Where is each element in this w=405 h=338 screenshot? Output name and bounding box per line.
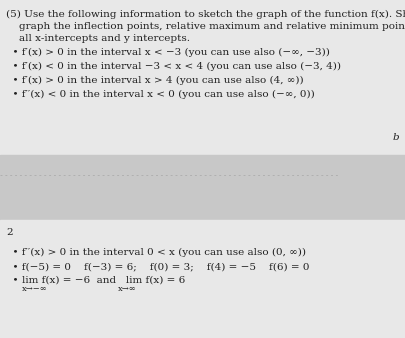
- Text: • f′(x) > 0 in the interval x > 4 (you can use also (4, ∞)): • f′(x) > 0 in the interval x > 4 (you c…: [6, 76, 304, 85]
- Text: • f′(x) > 0 in the interval x < −3 (you can use also (−∞, −3)): • f′(x) > 0 in the interval x < −3 (you …: [6, 48, 330, 57]
- Text: b: b: [393, 133, 400, 142]
- Text: x→−∞: x→−∞: [22, 285, 48, 293]
- Text: • f′(x) < 0 in the interval −3 < x < 4 (you can use also (−3, 4)): • f′(x) < 0 in the interval −3 < x < 4 (…: [6, 62, 341, 71]
- Text: • f(−5) = 0    f(−3) = 6;    f(0) = 3;    f(4) = −5    f(6) = 0: • f(−5) = 0 f(−3) = 6; f(0) = 3; f(4) = …: [6, 262, 309, 271]
- Text: • f′′(x) < 0 in the interval x < 0 (you can use also (−∞, 0)): • f′′(x) < 0 in the interval x < 0 (you …: [6, 90, 315, 99]
- Bar: [0, 155, 405, 220]
- Text: • f′′(x) > 0 in the interval 0 < x (you can use also (0, ∞)): • f′′(x) > 0 in the interval 0 < x (you …: [6, 248, 306, 257]
- Text: lim f(x) = −6  and   lim f(x) = 6: lim f(x) = −6 and lim f(x) = 6: [22, 276, 185, 285]
- Text: •: •: [6, 276, 22, 285]
- Text: x→∞: x→∞: [118, 285, 137, 293]
- Bar: [0, 0, 405, 155]
- Bar: [0, 220, 405, 338]
- Text: all x-intercepts and y intercepts.: all x-intercepts and y intercepts.: [6, 34, 190, 43]
- Text: (5) Use the following information to sketch the graph of the function f(x). Show: (5) Use the following information to ske…: [6, 10, 405, 19]
- Text: graph the inflection points, relative maximum and relative minimum points, asymp: graph the inflection points, relative ma…: [6, 22, 405, 31]
- Text: 2: 2: [6, 228, 13, 237]
